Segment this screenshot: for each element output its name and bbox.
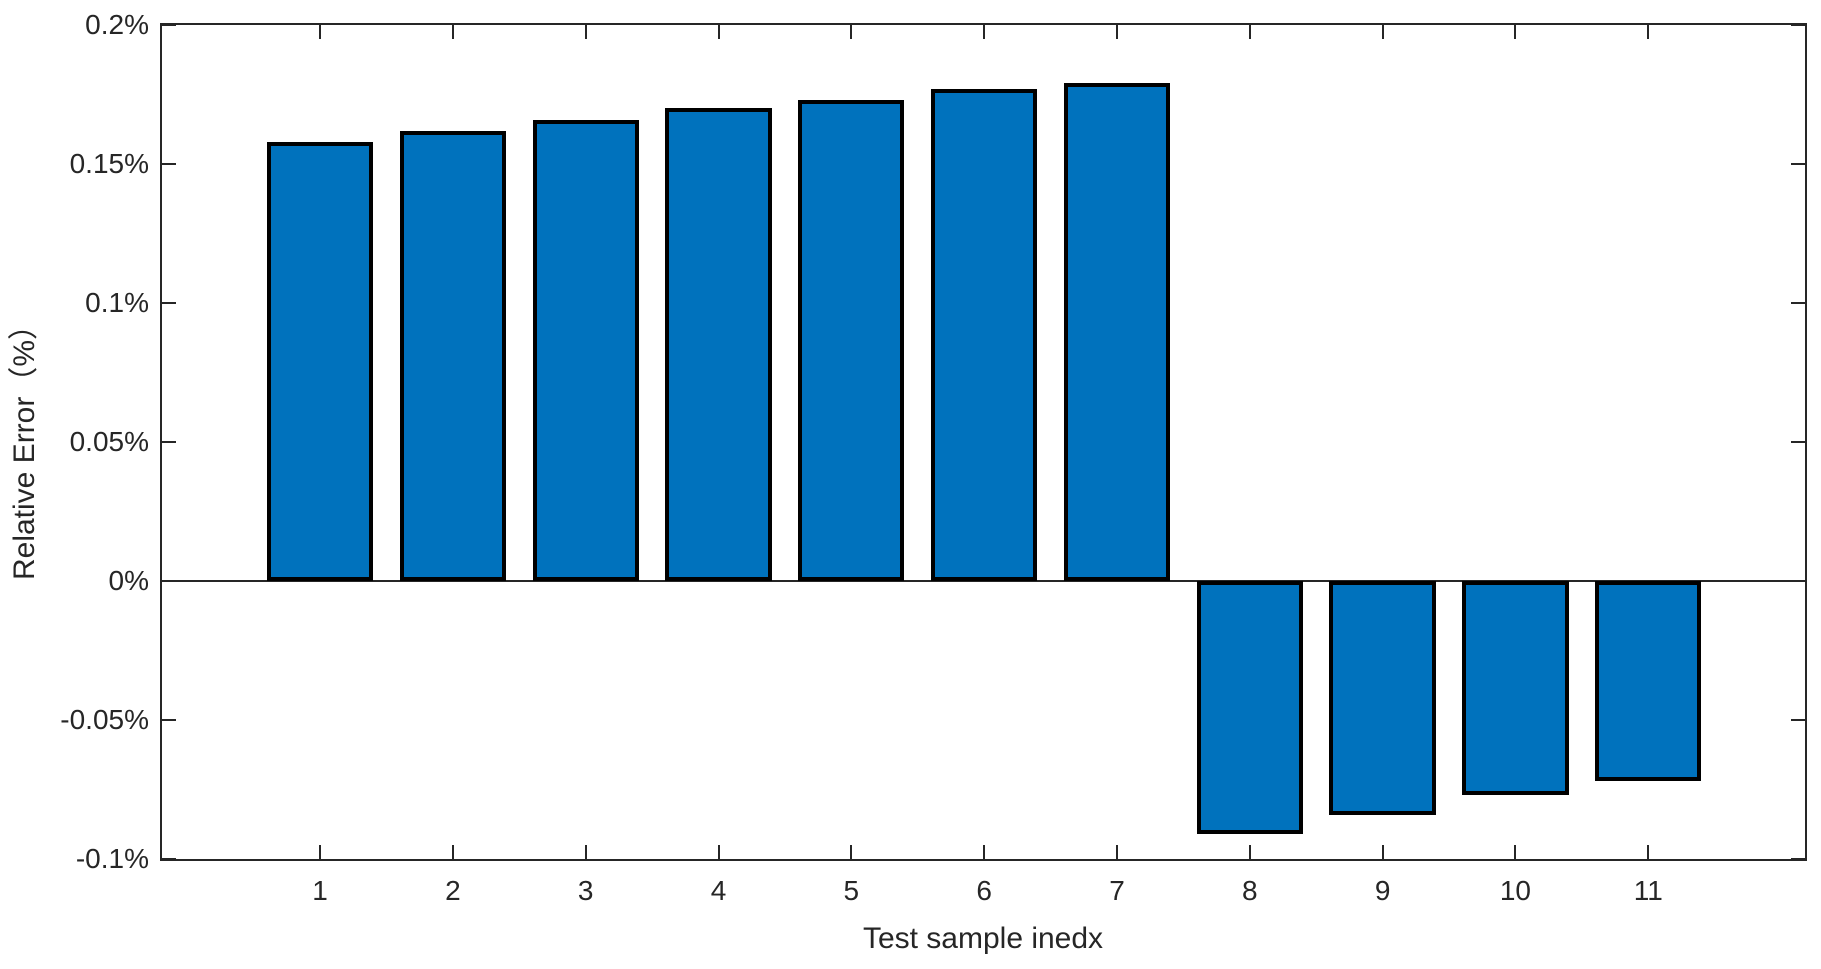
x-tick-label: 3 xyxy=(577,875,594,906)
bar-2 xyxy=(399,130,506,581)
x-tick-top xyxy=(983,25,986,39)
x-tick-top xyxy=(451,25,454,39)
bar-3 xyxy=(532,119,639,581)
x-tick-label: 9 xyxy=(1374,875,1391,906)
x-tick-label: 4 xyxy=(710,875,727,906)
y-tick xyxy=(162,580,176,582)
bar-4 xyxy=(665,108,772,581)
bar-8 xyxy=(1196,581,1303,834)
y-tick-right xyxy=(1791,302,1805,304)
x-tick-label: 1 xyxy=(312,875,328,906)
x-tick-top xyxy=(319,25,322,39)
y-tick xyxy=(162,858,176,860)
bar-11 xyxy=(1595,581,1702,782)
x-tick xyxy=(319,845,322,859)
y-tick xyxy=(162,719,176,721)
x-tick-label: 8 xyxy=(1242,875,1258,906)
zero-baseline xyxy=(162,580,1805,582)
x-tick-label: 5 xyxy=(843,875,860,906)
x-tick xyxy=(584,845,587,859)
x-tick-label: 10 xyxy=(1499,875,1532,906)
x-tick xyxy=(1115,845,1118,859)
x-axis-title: Test sample inedx xyxy=(862,922,1104,955)
y-tick-label: 0.05% xyxy=(69,426,149,457)
x-tick-label: 11 xyxy=(1633,875,1663,906)
x-tick-top xyxy=(1647,25,1650,39)
y-tick xyxy=(162,163,176,165)
x-tick xyxy=(717,845,720,859)
bar-9 xyxy=(1329,581,1436,815)
y-tick xyxy=(162,302,176,304)
bar-1 xyxy=(266,141,374,581)
x-tick-top xyxy=(1248,25,1251,39)
x-tick xyxy=(451,845,454,859)
x-tick-top xyxy=(1381,25,1384,39)
y-tick-label: -0.1% xyxy=(75,843,149,874)
x-tick-label: 7 xyxy=(1109,875,1125,906)
x-tick-label: 2 xyxy=(445,875,461,906)
y-tick-right xyxy=(1791,580,1805,582)
y-tick-right xyxy=(1791,719,1805,721)
y-tick xyxy=(162,24,176,26)
x-tick xyxy=(1248,845,1251,859)
x-tick-top xyxy=(717,25,720,39)
y-tick-label: 0.15% xyxy=(69,148,149,179)
bar-10 xyxy=(1462,581,1569,796)
bar-5 xyxy=(798,100,905,581)
plot-box xyxy=(160,23,1807,861)
x-tick-top xyxy=(584,25,587,39)
y-tick-label: 0.2% xyxy=(85,9,149,40)
x-tick xyxy=(983,845,986,859)
x-tick xyxy=(1514,845,1517,859)
y-tick-right xyxy=(1791,24,1805,26)
y-tick-right xyxy=(1791,163,1805,165)
x-tick-label: 6 xyxy=(976,875,992,906)
y-tick xyxy=(162,441,176,443)
x-tick-top xyxy=(1514,25,1517,39)
x-tick xyxy=(1647,845,1650,859)
y-tick-label: 0.1% xyxy=(85,287,149,318)
y-tick-right xyxy=(1791,858,1805,860)
x-tick-top xyxy=(850,25,853,39)
x-tick xyxy=(850,845,853,859)
y-tick-label: -0.05% xyxy=(60,704,149,735)
x-tick xyxy=(1381,845,1384,859)
x-tick-top xyxy=(1115,25,1118,39)
y-tick-right xyxy=(1791,441,1805,443)
y-tick-label: 0% xyxy=(108,565,149,596)
bar-6 xyxy=(931,88,1038,581)
bar-7 xyxy=(1063,83,1171,581)
